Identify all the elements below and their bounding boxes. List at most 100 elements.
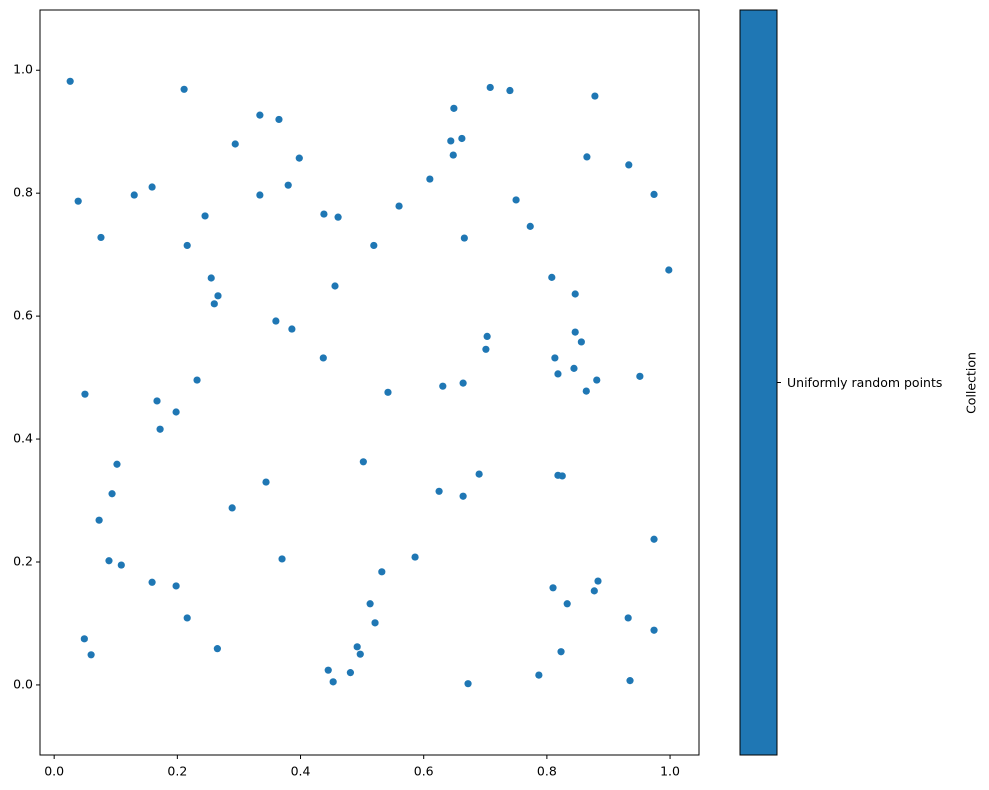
point (665, 266, 673, 274)
point (272, 317, 280, 325)
point (113, 460, 121, 468)
point (87, 651, 95, 659)
point (458, 134, 466, 143)
point (506, 86, 514, 95)
point (172, 408, 180, 416)
plot-frame (39, 9, 700, 756)
point (193, 376, 201, 384)
point (359, 458, 367, 466)
point (624, 614, 632, 622)
point (591, 92, 599, 100)
point (475, 470, 483, 478)
x-tick-label: 1.0 (660, 764, 680, 779)
x-tick-label: 0.6 (414, 764, 434, 779)
colorbar-tick-label: Uniformly random points (787, 375, 942, 390)
y-tick-label: 0.2 (13, 553, 33, 568)
point (356, 650, 364, 658)
point (256, 191, 264, 199)
point (334, 213, 342, 221)
y-tick-label: 0.0 (13, 676, 33, 691)
point (153, 397, 161, 405)
point (331, 282, 339, 290)
point (571, 328, 579, 336)
point (74, 197, 82, 205)
point (411, 553, 419, 561)
point (80, 635, 88, 643)
point (148, 183, 156, 191)
point (426, 175, 434, 183)
point (577, 338, 585, 346)
point (105, 557, 113, 565)
point (284, 181, 292, 189)
point (626, 677, 634, 685)
x-tick-label: 0.2 (167, 764, 187, 779)
point (320, 210, 328, 218)
point (275, 115, 283, 124)
point (526, 222, 534, 230)
point (563, 600, 571, 608)
point (370, 241, 378, 250)
point (130, 191, 138, 199)
point (449, 151, 457, 159)
y-tick-label: 0.6 (13, 308, 33, 323)
point (66, 77, 74, 85)
point (371, 619, 379, 627)
point (486, 83, 494, 92)
point (228, 504, 236, 512)
point (81, 390, 89, 398)
point (395, 202, 403, 210)
point (590, 587, 598, 595)
point (262, 478, 270, 486)
point (650, 626, 658, 634)
colorbar (739, 9, 778, 756)
point (213, 645, 221, 653)
point (324, 666, 332, 674)
point (650, 535, 658, 543)
point (549, 584, 557, 592)
point (460, 234, 468, 242)
point (583, 153, 591, 161)
point (201, 212, 209, 220)
point (384, 388, 392, 396)
point (288, 325, 296, 333)
point (95, 516, 103, 524)
point (366, 600, 374, 608)
point (570, 364, 578, 372)
point (256, 111, 264, 119)
point (295, 154, 303, 162)
point (148, 578, 156, 586)
point (459, 379, 467, 387)
point (535, 671, 543, 679)
point (214, 292, 222, 300)
point (512, 196, 520, 204)
point (548, 273, 556, 281)
y-tick-label: 0.4 (13, 431, 33, 446)
point (636, 372, 644, 380)
point (439, 382, 447, 390)
point (594, 577, 602, 585)
point (650, 190, 658, 199)
point (435, 487, 443, 495)
point (483, 332, 491, 340)
point (557, 648, 565, 656)
point (346, 669, 355, 677)
point (207, 274, 215, 282)
point (172, 582, 180, 590)
point (183, 614, 191, 622)
y-tick-label: 0.8 (13, 185, 33, 200)
point (551, 354, 559, 362)
point (450, 104, 458, 112)
point (625, 161, 633, 169)
point (464, 680, 472, 688)
point (353, 643, 361, 651)
point (210, 300, 218, 308)
point (183, 241, 191, 250)
point (447, 137, 455, 145)
point (108, 490, 116, 498)
x-tick-label: 0.0 (44, 764, 64, 779)
point (582, 387, 590, 395)
point (459, 492, 467, 500)
point (558, 472, 566, 480)
point (593, 376, 601, 384)
